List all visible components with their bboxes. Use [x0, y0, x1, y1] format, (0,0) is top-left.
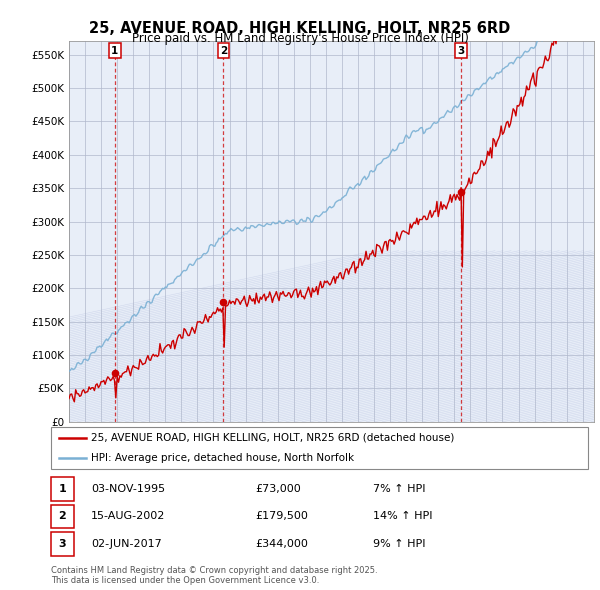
Text: 1: 1 — [111, 45, 118, 55]
Text: 25, AVENUE ROAD, HIGH KELLING, HOLT, NR25 6RD (detached house): 25, AVENUE ROAD, HIGH KELLING, HOLT, NR2… — [91, 432, 455, 442]
Text: Contains HM Land Registry data © Crown copyright and database right 2025.
This d: Contains HM Land Registry data © Crown c… — [51, 566, 377, 585]
Text: HPI: Average price, detached house, North Norfolk: HPI: Average price, detached house, Nort… — [91, 453, 355, 463]
Text: 2: 2 — [58, 512, 66, 522]
Text: £344,000: £344,000 — [255, 539, 308, 549]
FancyBboxPatch shape — [51, 427, 588, 469]
Text: 15-AUG-2002: 15-AUG-2002 — [91, 512, 166, 522]
Text: 02-JUN-2017: 02-JUN-2017 — [91, 539, 162, 549]
Text: 1: 1 — [58, 484, 66, 494]
FancyBboxPatch shape — [51, 477, 74, 501]
Text: 2: 2 — [220, 45, 227, 55]
Text: 03-NOV-1995: 03-NOV-1995 — [91, 484, 166, 494]
Text: £73,000: £73,000 — [255, 484, 301, 494]
Text: £179,500: £179,500 — [255, 512, 308, 522]
Text: 3: 3 — [58, 539, 66, 549]
Text: 7% ↑ HPI: 7% ↑ HPI — [373, 484, 426, 494]
Text: Price paid vs. HM Land Registry's House Price Index (HPI): Price paid vs. HM Land Registry's House … — [131, 32, 469, 45]
Text: 14% ↑ HPI: 14% ↑ HPI — [373, 512, 433, 522]
FancyBboxPatch shape — [51, 532, 74, 556]
Text: 25, AVENUE ROAD, HIGH KELLING, HOLT, NR25 6RD: 25, AVENUE ROAD, HIGH KELLING, HOLT, NR2… — [89, 21, 511, 35]
Text: 9% ↑ HPI: 9% ↑ HPI — [373, 539, 426, 549]
Text: 3: 3 — [457, 45, 464, 55]
FancyBboxPatch shape — [51, 504, 74, 529]
